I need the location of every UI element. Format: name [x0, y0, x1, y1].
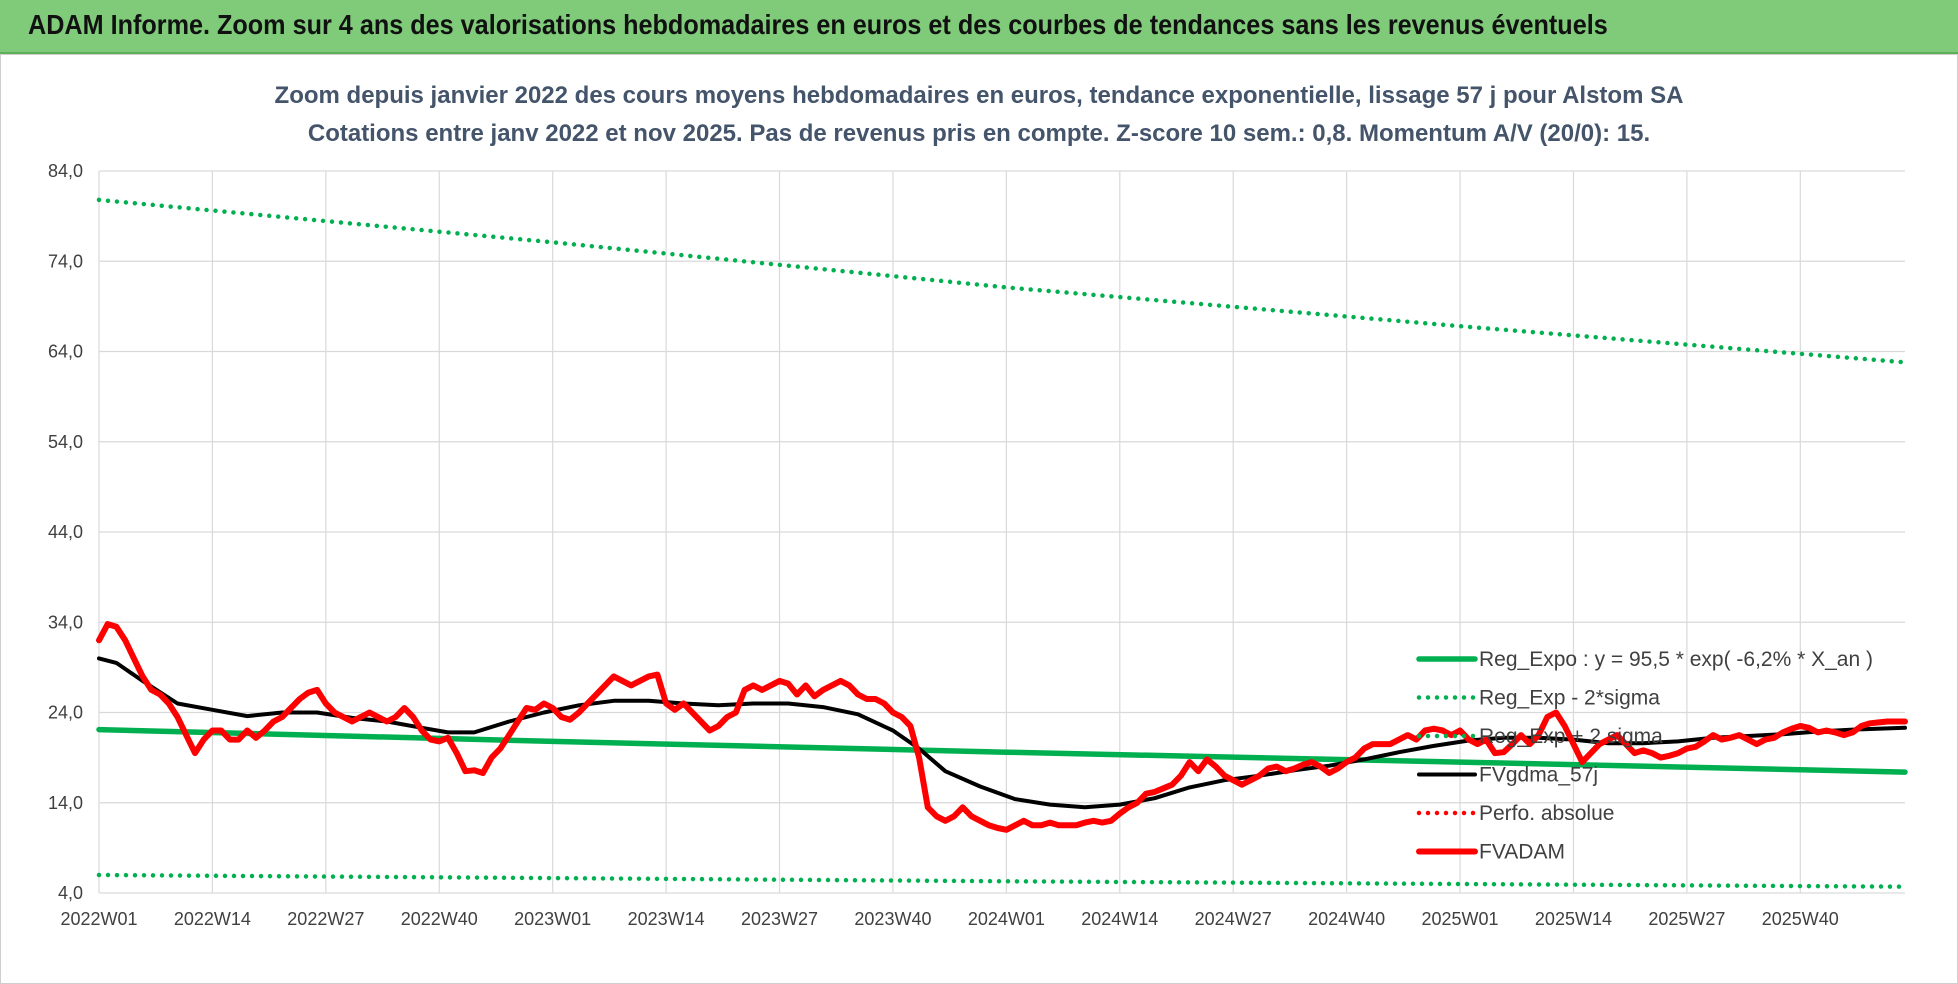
y-tick-label: 14,0 — [48, 793, 83, 813]
y-tick-label: 4,0 — [58, 883, 83, 903]
y-tick-label: 74,0 — [48, 251, 83, 271]
banner-title: ADAM Informe. Zoom sur 4 ans des valoris… — [28, 9, 1608, 40]
x-tick-label: 2023W27 — [741, 909, 818, 929]
x-tick-label: 2022W40 — [401, 909, 478, 929]
line-chart: Zoom depuis janvier 2022 des cours moyen… — [48, 82, 1908, 929]
x-tick-label: 2022W27 — [287, 909, 364, 929]
x-axis: 2022W01 2022W14 2022W27 2022W40 2023W01 2023W… — [60, 909, 1838, 929]
legend-label: Reg_Expo : y = 95,5 * exp( -6,2% * X_an … — [1479, 648, 1873, 671]
chart-frame: Zoom depuis janvier 2022 des cours moyen… — [0, 54, 1958, 984]
y-tick-label: 84,0 — [48, 161, 83, 181]
chart-legend: Reg_Expo : y = 95,5 * exp( -6,2% * X_an … — [1416, 648, 1873, 864]
x-tick-label: 2025W40 — [1762, 909, 1839, 929]
series-line-2 — [96, 197, 1908, 365]
y-tick-label: 34,0 — [48, 612, 83, 632]
series-line-5 — [96, 621, 1908, 833]
legend-label: Perfo. absolue — [1479, 802, 1614, 825]
x-tick-label: 2023W14 — [628, 909, 705, 929]
y-tick-label: 24,0 — [48, 703, 83, 723]
legend-label: FVgdma_57j — [1479, 764, 1598, 787]
series-line-0 — [96, 726, 1908, 775]
x-tick-label: 2022W01 — [60, 909, 137, 929]
legend-label: Reg_Exp + 2 sigma — [1479, 725, 1663, 748]
y-axis: 4,0 14,0 24,0 34,0 44,0 54,0 64,0 74,0 84,0 — [48, 161, 83, 903]
x-tick-label: 2023W40 — [854, 909, 931, 929]
chart-subtitle: Cotations entre janv 2022 et nov 2025. P… — [308, 120, 1650, 147]
y-tick-label: 44,0 — [48, 522, 83, 542]
x-tick-label: 2023W01 — [514, 909, 591, 929]
x-tick-label: 2022W14 — [174, 909, 251, 929]
y-tick-label: 64,0 — [48, 342, 83, 362]
x-tick-label: 2025W14 — [1535, 909, 1612, 929]
legend-label: FVADAM — [1479, 841, 1565, 864]
legend-label: Reg_Exp - 2*sigma — [1479, 687, 1660, 710]
x-tick-label: 2024W14 — [1081, 909, 1158, 929]
x-tick-label: 2024W27 — [1195, 909, 1272, 929]
x-tick-label: 2024W01 — [968, 909, 1045, 929]
y-tick-label: 54,0 — [48, 432, 83, 452]
series-line-1 — [96, 872, 1908, 889]
x-tick-label: 2024W40 — [1308, 909, 1385, 929]
chart-grid — [98, 170, 1905, 894]
x-tick-label: 2025W01 — [1422, 909, 1499, 929]
series-layer — [96, 197, 1908, 889]
report-banner: ADAM Informe. Zoom sur 4 ans des valoris… — [0, 0, 1958, 54]
chart-title: Zoom depuis janvier 2022 des cours moyen… — [275, 82, 1684, 109]
x-tick-label: 2025W27 — [1648, 909, 1725, 929]
